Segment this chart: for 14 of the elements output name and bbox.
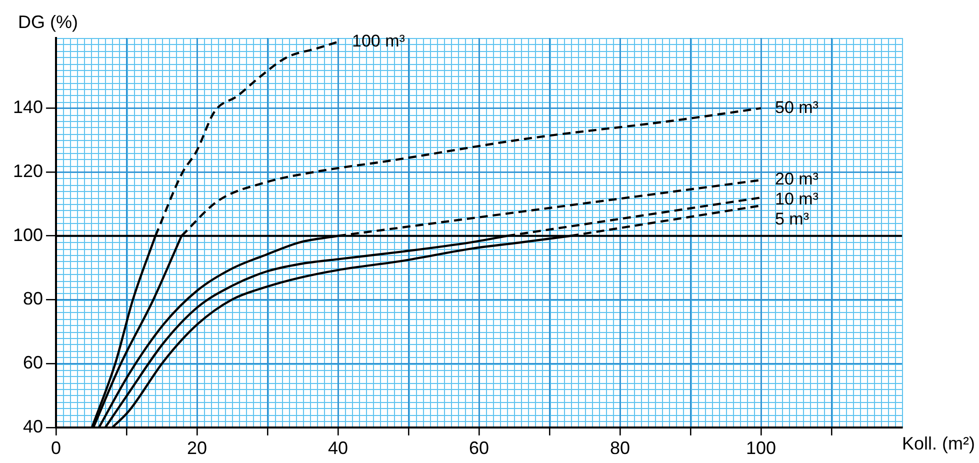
- y-axis-title: DG (%): [18, 12, 78, 32]
- x-tick-label: 0: [51, 438, 62, 458]
- y-tick-label: 120: [12, 161, 44, 182]
- x-tick-label: 40: [328, 438, 348, 458]
- y-tick-label: 40: [23, 416, 44, 436]
- y-tick-label: 140: [12, 97, 44, 118]
- x-tick-label: 20: [187, 438, 208, 458]
- x-tick-label: 60: [469, 438, 490, 458]
- y-tick-label: 100: [12, 224, 44, 245]
- y-tick-label: 80: [23, 288, 44, 309]
- y-tick-label: 60: [23, 352, 44, 373]
- x-tick-label: 100: [746, 438, 776, 458]
- x-axis-title: Koll. (m²): [902, 433, 975, 454]
- x-tick-label: 80: [610, 438, 630, 458]
